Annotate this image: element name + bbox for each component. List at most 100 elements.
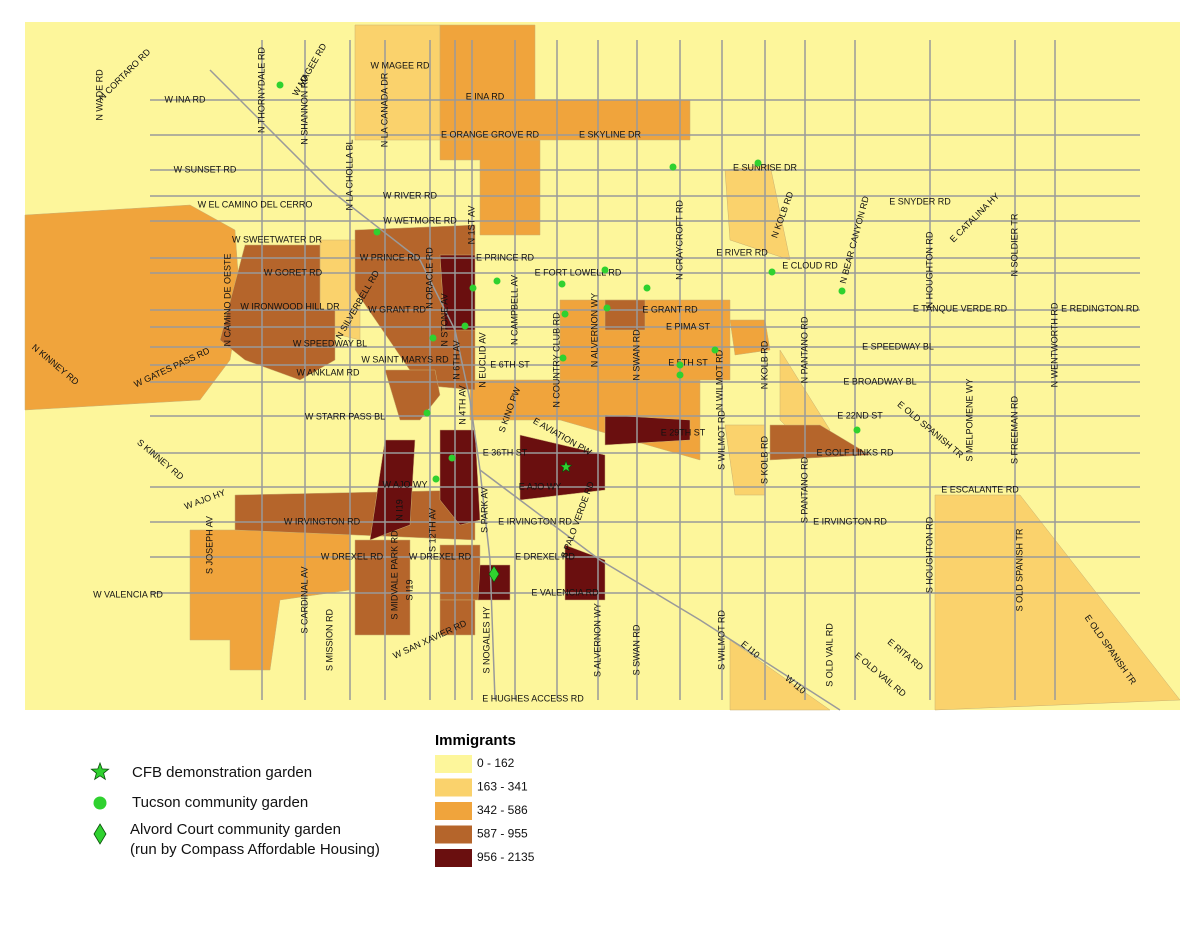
legend-swatch [435, 849, 472, 867]
road-label: W SAINT MARYS RD [361, 354, 449, 364]
road-label: W EL CAMINO DEL CERRO [198, 199, 313, 209]
road-label: S 12TH AV [427, 508, 437, 552]
road-label: S FREEMAN RD [1009, 396, 1019, 465]
road-label: E SPEEDWAY BL [862, 341, 934, 351]
road-label: W INA RD [164, 94, 206, 104]
road-label: W SUNSET RD [174, 164, 237, 174]
road-label: W ANKLAM RD [296, 367, 360, 377]
legend-class-label: 163 - 341 [477, 780, 528, 794]
road-label: N PANTANO RD [799, 316, 809, 383]
road-label: S MELPOMENE WY [964, 378, 974, 461]
road-label: N ORACLE RD [424, 247, 434, 309]
tract [369, 439, 416, 541]
road-label: N 4TH AV [457, 385, 467, 424]
community-garden [493, 277, 501, 285]
road-label: S CARDINAL AV [299, 566, 309, 633]
community-garden [711, 346, 719, 354]
road-label: S NOGALES HY [481, 606, 491, 673]
community-garden [558, 280, 566, 288]
road-label: N 1ST AV [466, 206, 476, 245]
legend-swatch [435, 825, 472, 844]
road-label: W STARR PASS BL [305, 411, 385, 421]
community-garden [853, 426, 861, 434]
legend-label: Alvord Court community garden [130, 821, 341, 838]
road-label: N HOUGHTON RD [924, 231, 934, 308]
legend-class-label: 0 - 162 [477, 756, 515, 770]
legend-label: CFB demonstration garden [132, 764, 312, 781]
road-label: S HOUGHTON RD [924, 516, 934, 593]
road-label: E 6TH ST [490, 359, 530, 369]
road-label: N COUNTRY CLUB RD [551, 312, 561, 408]
road-label: S WILMOT RD [716, 610, 726, 670]
road-label: W SWEETWATER DR [232, 234, 322, 244]
road-label: N SOLDIER TR [1009, 213, 1019, 276]
legend-swatch [435, 778, 472, 797]
road-label: W SPEEDWAY BL [293, 338, 367, 348]
road-label: W DREXEL RD [321, 551, 384, 561]
road-label: E 22ND ST [837, 410, 883, 420]
community-garden [838, 287, 846, 295]
road-label: E VALENCIA RD [531, 587, 599, 597]
road-label: S I19 [404, 579, 414, 600]
tract [559, 299, 731, 381]
road-label: N WILMOT RD [714, 349, 724, 410]
road-label: N KOLB RD [759, 340, 769, 389]
community-garden [676, 361, 684, 369]
road-label: W RIVER RD [383, 190, 438, 200]
road-label: E CLOUD RD [782, 260, 838, 270]
road-label: N CAMINO DE OESTE [222, 253, 232, 346]
gardens [276, 81, 861, 583]
legend-title: Immigrants [435, 732, 516, 749]
road-label: E IRVINGTON RD [813, 516, 887, 526]
road-label: E AJO WY [519, 481, 562, 491]
legend: CFB demonstration garden Tucson community… [90, 732, 535, 867]
road-label: S PARK AV [479, 487, 489, 533]
road-label: S KOLB RD [759, 435, 769, 484]
community-garden [448, 454, 456, 462]
legend-swatch [435, 802, 472, 820]
road-label: E SUNRISE DR [733, 162, 798, 172]
community-garden [432, 475, 440, 483]
road-label: S WILMOT RD [716, 410, 726, 470]
road-label: S SWAN RD [631, 624, 641, 675]
road-label: N SHANNON RD [299, 75, 309, 145]
road-label: W MAGEE RD [370, 60, 430, 70]
legend-circle [93, 796, 107, 810]
community-garden [754, 159, 762, 167]
road-label: N EUCLID AV [477, 332, 487, 387]
road-label: E BROADWAY BL [843, 376, 916, 386]
legend-diamond [93, 823, 107, 845]
community-garden [373, 228, 381, 236]
legend-class-label: 956 - 2135 [477, 850, 535, 864]
road-label: E IRVINGTON RD [498, 516, 572, 526]
road-label: W DREXEL RD [409, 551, 472, 561]
road-label: E SNYDER RD [889, 196, 951, 206]
freeway [479, 469, 841, 711]
alvord-garden [488, 565, 500, 583]
road-label: N WADE RD [94, 69, 104, 121]
road-label: E 36TH ST [483, 447, 528, 457]
community-garden [559, 354, 567, 362]
road-label: E ORANGE GROVE RD [441, 129, 540, 139]
road-label: E HUGHES ACCESS RD [482, 693, 584, 703]
road-label: E DREXEL RD [515, 551, 575, 561]
road-label: E 5TH ST [668, 357, 708, 367]
road-label: E GRANT RD [642, 304, 698, 314]
tract [604, 299, 646, 331]
community-garden [603, 304, 611, 312]
community-garden [276, 81, 284, 89]
tract [564, 544, 606, 601]
road-label: N STONE AV [439, 293, 449, 346]
road-label: E REDINGTON RD [1061, 303, 1139, 313]
road-label: W IRVINGTON RD [284, 516, 361, 526]
community-garden [643, 284, 651, 292]
community-garden [561, 310, 569, 318]
tract [354, 24, 441, 141]
road-label: E FORT LOWELL RD [535, 267, 622, 277]
legend-star [90, 761, 110, 781]
road-label: N CRAYCROFT RD [674, 200, 684, 280]
tract [519, 434, 606, 501]
community-garden [461, 322, 469, 330]
road-label: W VALENCIA RD [93, 589, 163, 599]
map: N WADE RDN CORTARO RD W INA RD N THORNYDAL… [24, 22, 1181, 711]
